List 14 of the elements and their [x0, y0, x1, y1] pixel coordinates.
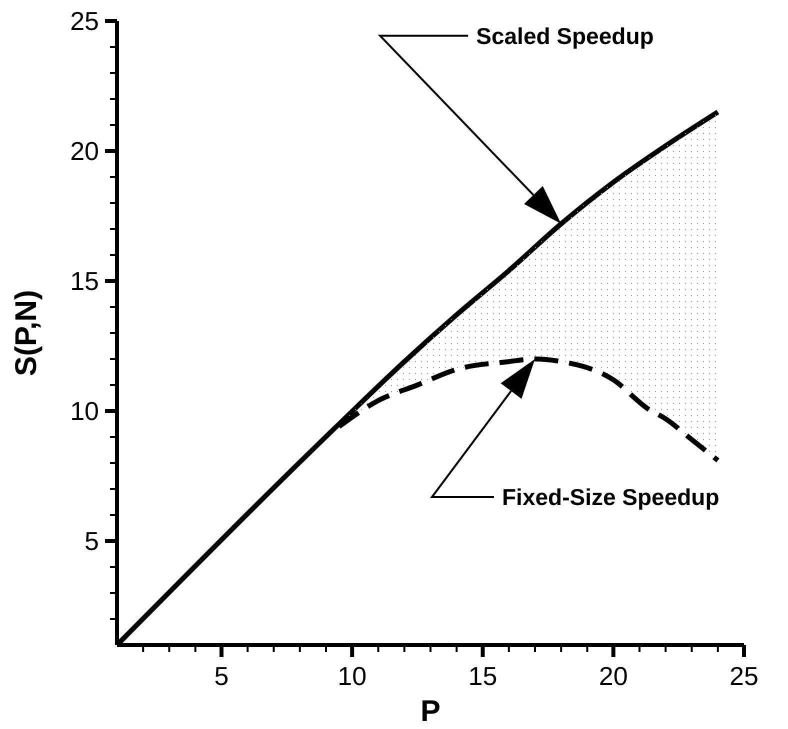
x-tick-label: 15 — [468, 661, 498, 691]
y-tick-label: 25 — [70, 6, 99, 36]
x-tick-label: 20 — [598, 661, 628, 691]
x-tick-label: 10 — [338, 661, 367, 691]
x-axis-title: P — [420, 695, 441, 728]
y-tick-label: 20 — [70, 136, 99, 166]
text: Scaled Speedup — [476, 22, 654, 49]
x-tick-label: 25 — [730, 661, 758, 691]
y-axis-title: S(P,N) — [10, 290, 43, 376]
y-tick-label: 10 — [70, 396, 99, 426]
series-label: Fixed-Size Speedup — [502, 484, 720, 510]
y-tick-label: 5 — [84, 526, 99, 556]
y-tick-label: 15 — [70, 266, 99, 296]
x-tick-label: 5 — [214, 661, 229, 691]
